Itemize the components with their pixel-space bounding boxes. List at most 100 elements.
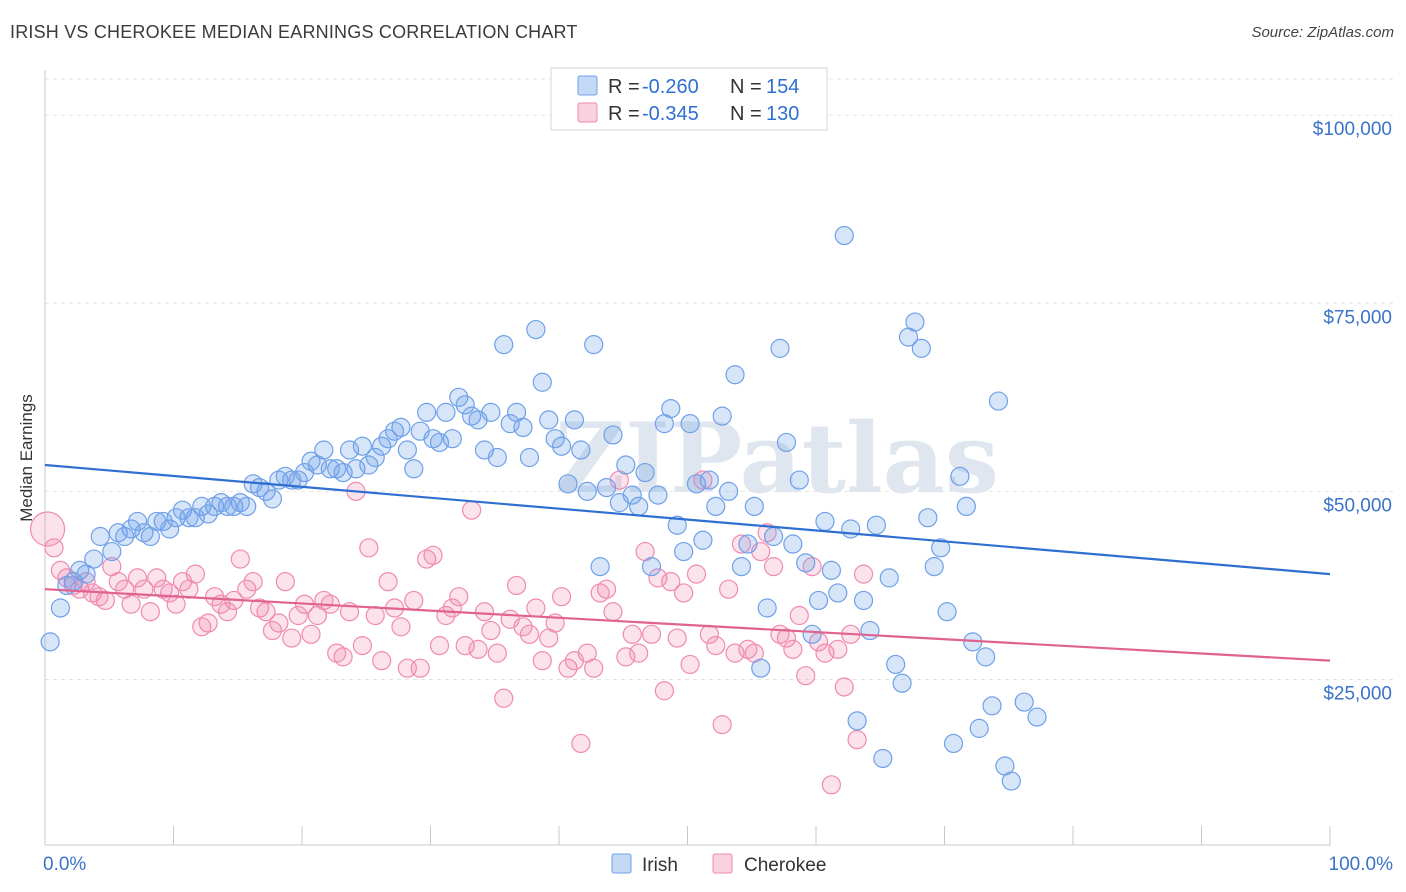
cherokee-point (95, 590, 115, 611)
bottom-legend: Irish Cherokee (611, 853, 826, 876)
trend-lines (44, 463, 1331, 662)
legend-r-label-irish: R = (608, 76, 640, 98)
cherokee-point (410, 658, 430, 678)
cherokee-point (352, 636, 372, 656)
irish-point (635, 462, 655, 483)
bottom-legend-label-cherokee: Cherokee (744, 855, 826, 876)
cherokee-point (198, 613, 218, 633)
legend: R = -0.260 N = 154 R = -0.345 N = 130 (550, 67, 828, 131)
irish-point (841, 519, 861, 539)
irish-point (160, 519, 180, 539)
cherokee-point (449, 587, 469, 607)
cherokee-point (455, 636, 475, 656)
irish-point (763, 526, 784, 547)
cherokee-point (262, 620, 283, 641)
cherokee-point (237, 579, 257, 599)
x-tick-labels: 0.0% 100.0% (43, 854, 1393, 875)
irish-point (442, 429, 462, 449)
cherokee-point (166, 594, 186, 614)
irish-point (982, 696, 1002, 716)
cherokee-point (725, 643, 745, 663)
irish-point (686, 474, 707, 494)
irish-point (494, 335, 514, 355)
cherokee-point (230, 549, 250, 569)
legend-swatch-cherokee (577, 102, 598, 123)
x-tick-label: 0.0% (43, 854, 86, 875)
cherokee-point (551, 587, 572, 607)
irish-point (950, 466, 970, 486)
irish-point (237, 496, 257, 517)
irish-point (352, 436, 372, 456)
cherokee-point (526, 598, 546, 618)
irish-point (943, 733, 964, 754)
irish-point (397, 440, 417, 460)
cherokee-point (423, 545, 443, 565)
cherokee-point (256, 602, 276, 622)
irish-point (629, 496, 649, 517)
cherokee-point (359, 538, 379, 558)
irish-point (429, 432, 450, 453)
cherokee-point (243, 572, 263, 592)
irish-point (404, 459, 424, 479)
legend-n-value-irish: 154 (766, 76, 799, 98)
legend-r-label-cherokee: R = (608, 103, 640, 125)
irish-point (333, 462, 353, 483)
cherokee-point (603, 602, 623, 622)
cherokee-point (269, 613, 289, 633)
irish-point (616, 455, 636, 475)
irish-point (1027, 707, 1047, 727)
irish-point (102, 541, 122, 562)
cherokee-point (731, 534, 752, 554)
cherokee-point (667, 628, 687, 648)
irish-point (622, 485, 642, 505)
legend-n-label-irish: N = (730, 76, 762, 98)
irish-point (847, 711, 867, 731)
irish-point (372, 436, 392, 456)
irish-point (76, 564, 96, 584)
bottom-legend-swatch-irish (611, 853, 632, 874)
y-tick-labels: $25,000 $50,000 $75,000 $100,000 (1313, 119, 1392, 704)
cherokee-point (29, 511, 66, 547)
irish-point (1001, 771, 1021, 791)
legend-n-value-cherokee: 130 (766, 103, 799, 125)
irish-point (905, 312, 925, 332)
irish-point (661, 398, 681, 419)
irish-points (40, 225, 1047, 791)
irish-point (121, 519, 141, 539)
legend-r-value-irish: -0.260 (642, 76, 699, 98)
irish-point (892, 673, 912, 693)
cherokee-point (140, 602, 160, 622)
cherokee-point (127, 568, 148, 588)
irish-point (539, 410, 559, 430)
irish-point (931, 538, 951, 558)
y-axis-label: Median Earnings (17, 394, 36, 522)
irish-point (558, 474, 578, 494)
cherokee-point (828, 639, 848, 659)
cherokee-point (616, 647, 636, 667)
chart-source: Source: ZipAtlas.com (1251, 24, 1394, 41)
legend-r-value-cherokee: -0.345 (642, 103, 699, 125)
cherokee-point (365, 605, 385, 626)
cherokee-point (834, 677, 854, 697)
cherokee-point (44, 538, 64, 558)
irish-point (738, 534, 758, 554)
y-tick-label: $100,000 (1313, 119, 1392, 140)
irish-point (455, 395, 475, 415)
irish-point (584, 335, 604, 355)
cherokee-point (654, 681, 674, 701)
x-tick-label: 100.0% (1329, 854, 1394, 875)
legend-n-label-cherokee: N = (730, 103, 762, 125)
irish-point (127, 511, 148, 532)
irish-point (725, 365, 745, 385)
irish-point (513, 417, 533, 438)
cherokee-point (275, 572, 295, 592)
irish-point (667, 515, 687, 535)
irish-point (436, 402, 456, 422)
cherokee-points (29, 470, 874, 795)
cherokee-point (796, 666, 816, 686)
cherokee-point (185, 564, 205, 584)
irish-point (815, 511, 835, 532)
irish-point (603, 425, 623, 445)
irish-point (828, 583, 848, 603)
